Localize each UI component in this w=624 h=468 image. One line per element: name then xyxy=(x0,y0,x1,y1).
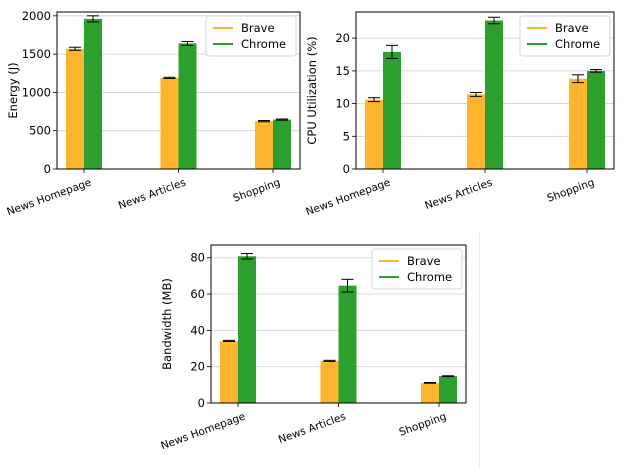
x-tick-label: News Homepage xyxy=(5,177,93,219)
y-tick-label: 15 xyxy=(335,64,350,78)
x-tick-label: Shopping xyxy=(398,411,448,439)
x-tick-label: News Articles xyxy=(117,177,188,213)
y-tick-label: 0 xyxy=(343,162,350,176)
bar-chrome xyxy=(383,51,401,169)
bar-brave xyxy=(421,382,439,403)
bar-brave xyxy=(160,77,179,169)
y-axis-label: CPU Utilization (%) xyxy=(305,36,319,144)
bar-chrome xyxy=(485,20,503,169)
y-tick-label: 1500 xyxy=(22,47,51,61)
bar-brave xyxy=(467,94,485,169)
y-tick-label: 0 xyxy=(198,396,205,410)
chart-2: 0 5 10 15 20 News Homepage News Articles Shoppi… xyxy=(304,11,615,219)
legend-label-chrome: Chrome xyxy=(241,37,286,51)
x-tick-label: News Homepage xyxy=(159,411,247,453)
y-tick-label: 60 xyxy=(190,287,205,301)
axes-frame xyxy=(210,244,467,404)
y-tick-label: 20 xyxy=(335,31,350,45)
bar-chrome xyxy=(273,119,291,169)
legend-box xyxy=(519,15,611,57)
legend-box xyxy=(371,248,463,290)
legend-label-brave: Brave xyxy=(555,21,589,35)
legend-label-brave: Brave xyxy=(407,254,441,268)
y-tick-label: 500 xyxy=(29,124,51,138)
chart-3: 0 20 40 60 80 News Homepage News Articles Shopp… xyxy=(159,244,467,453)
y-tick-label: 1000 xyxy=(22,85,51,99)
axes-frame xyxy=(355,11,615,170)
bar-chrome xyxy=(439,376,457,403)
chart-1: 0 500 1000 1500 2000 News Homepage News Articl… xyxy=(5,9,301,219)
x-tick-label: News Articles xyxy=(277,411,348,447)
y-tick-label: 10 xyxy=(335,97,350,111)
x-tick-label: Shopping xyxy=(546,177,596,205)
legend-box xyxy=(205,15,297,57)
bar-brave xyxy=(365,99,383,169)
axes-frame xyxy=(56,11,301,170)
bar-brave xyxy=(255,121,273,169)
bar-chrome xyxy=(84,18,102,169)
bar-brave xyxy=(569,78,587,169)
bar-brave xyxy=(220,340,238,403)
y-axis-label: Energy (J) xyxy=(6,62,20,118)
bar-brave xyxy=(320,360,339,403)
x-tick-label: Shopping xyxy=(232,177,282,205)
bar-chrome xyxy=(178,43,197,169)
y-axis-label: Bandwidth (MB) xyxy=(160,278,174,370)
legend-label-brave: Brave xyxy=(241,21,275,35)
bar-chrome xyxy=(238,256,256,403)
y-tick-label: 2000 xyxy=(22,9,51,23)
bar-chrome xyxy=(587,70,605,169)
y-tick-label: 5 xyxy=(343,129,350,143)
divider-line xyxy=(479,233,480,468)
legend-label-chrome: Chrome xyxy=(407,270,452,284)
y-tick-label: 20 xyxy=(190,360,205,374)
bar-chrome xyxy=(338,285,357,403)
y-tick-label: 40 xyxy=(190,323,205,337)
bar-brave xyxy=(66,48,84,170)
y-tick-label: 0 xyxy=(44,162,51,176)
legend-label-chrome: Chrome xyxy=(555,37,600,51)
x-tick-label: News Homepage xyxy=(304,177,392,219)
y-tick-label: 80 xyxy=(190,251,205,265)
x-tick-label: News Articles xyxy=(423,177,494,213)
